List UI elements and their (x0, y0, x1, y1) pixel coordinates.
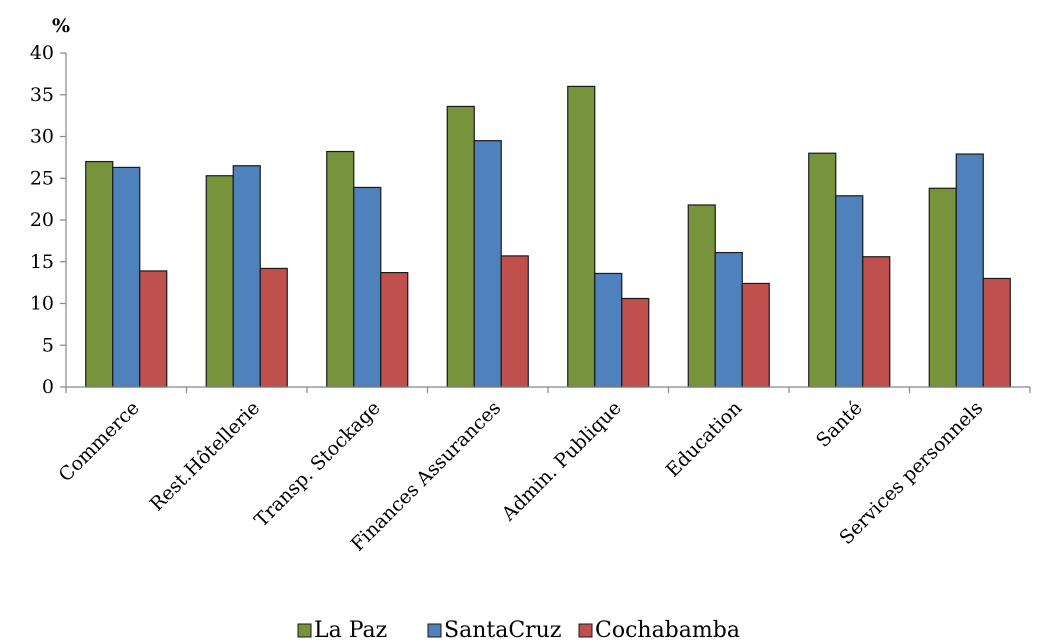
legend-label: La Paz (314, 618, 387, 643)
bar-la-paz (808, 152, 837, 388)
x-category-label: Commerce (55, 397, 144, 486)
bar-cochabamba (259, 267, 288, 388)
bar-santacruz (112, 166, 141, 388)
legend-swatch (578, 623, 593, 638)
y-tick-label: 35 (30, 84, 54, 106)
legend-label: Cochabamba (595, 618, 740, 643)
x-category-label: Education (662, 397, 747, 482)
bar-cochabamba (982, 277, 1011, 388)
x-category-label: Rest.Hôtellerie (146, 397, 265, 516)
bar-cochabamba (380, 272, 409, 388)
legend-swatch (297, 623, 312, 638)
x-category-label: Admin. Publique (497, 397, 626, 526)
x-category-label: Transp. Stockage (250, 397, 385, 532)
bar-la-paz (446, 105, 475, 388)
bar-santacruz (232, 165, 261, 388)
bar-cochabamba (500, 255, 529, 388)
bar-la-paz (928, 187, 957, 388)
bar-cochabamba (741, 282, 770, 388)
y-tick-label: 25 (30, 167, 54, 189)
bar-cochabamba (862, 256, 891, 388)
bar-la-paz (205, 175, 234, 388)
x-category-label: Santé (812, 397, 867, 452)
legend-swatch (427, 623, 442, 638)
bar-la-paz (687, 204, 716, 388)
y-tick-label: 10 (30, 293, 54, 315)
bar-santacruz (714, 251, 743, 388)
y-axis-unit-label: % (52, 15, 70, 37)
y-tick-label: 15 (30, 251, 54, 273)
bar-cochabamba (139, 270, 168, 388)
bar-santacruz (955, 153, 984, 388)
y-tick-label: 30 (30, 126, 54, 148)
legend-label: SantaCruz (444, 618, 561, 643)
y-tick-label: 40 (30, 42, 54, 64)
y-tick-label: 0 (42, 376, 54, 398)
bar-series-group (85, 85, 1011, 388)
y-axis: 0 5 10 15 20 25 30 35 40 (30, 42, 67, 398)
bar-cochabamba (621, 297, 650, 388)
bar-santacruz (594, 272, 623, 388)
y-tick-label: 5 (42, 334, 54, 356)
bar-la-paz (85, 160, 114, 388)
bar-santacruz (473, 140, 502, 388)
y-tick-label: 20 (30, 209, 54, 231)
bar-santacruz (835, 195, 864, 388)
bar-santacruz (353, 186, 382, 388)
bar-la-paz (326, 150, 355, 388)
bar-la-paz (567, 85, 596, 388)
legend: La Paz SantaCruz Cochabamba (297, 618, 740, 643)
